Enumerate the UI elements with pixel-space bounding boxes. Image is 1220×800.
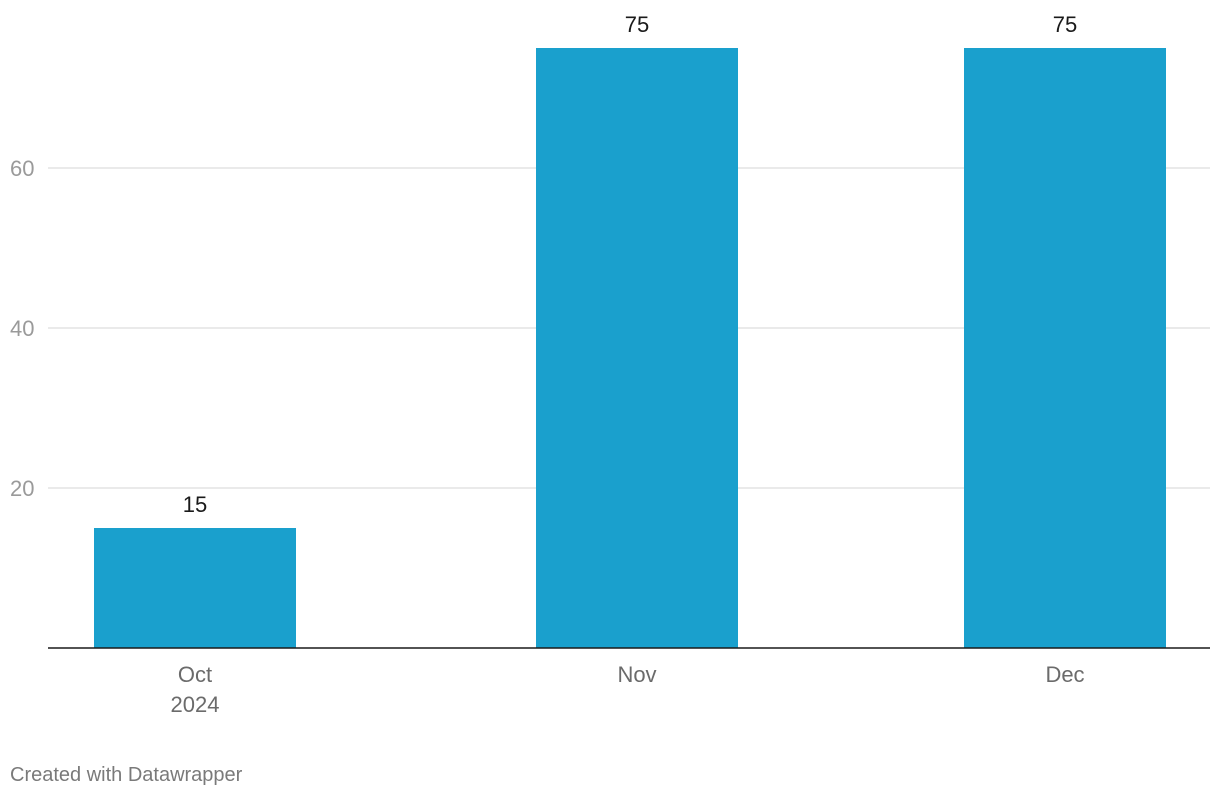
y-axis-ticks: 20 40 60	[10, 156, 34, 501]
data-label: 75	[1053, 12, 1077, 37]
x-tick-label: Oct	[178, 662, 212, 687]
x-tick-label: Nov	[617, 662, 656, 687]
bars	[94, 48, 1166, 648]
data-label: 75	[625, 12, 649, 37]
data-labels: 15 75 75	[183, 12, 1077, 517]
credit-text: Created with Datawrapper	[10, 764, 243, 786]
y-tick-label: 20	[10, 476, 34, 501]
x-tick-label: Dec	[1045, 662, 1084, 687]
y-tick-label: 40	[10, 316, 34, 341]
x-axis-ticks: Oct 2024 Nov Dec	[171, 662, 1085, 717]
y-tick-label: 60	[10, 156, 34, 181]
x-tick-sublabel: 2024	[171, 692, 220, 717]
bar-nov	[536, 48, 738, 648]
data-label: 15	[183, 492, 207, 517]
bar-oct	[94, 528, 296, 648]
bar-dec	[964, 48, 1166, 648]
